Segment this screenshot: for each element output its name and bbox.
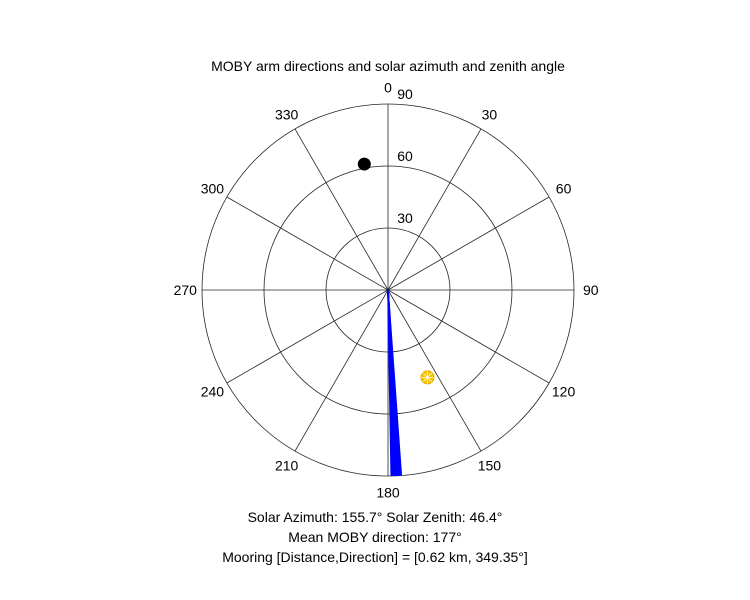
theta-grid-line — [294, 289, 389, 452]
theta-grid-line — [387, 289, 482, 452]
sun-ray — [427, 377, 433, 383]
theta-tick-label: 180 — [376, 485, 400, 501]
theta-grid-line — [387, 289, 550, 384]
polar-grid — [201, 103, 575, 477]
solar-angles-caption: Solar Azimuth: 155.7° Solar Zenith: 46.4… — [247, 509, 503, 525]
chart-title: MOBY arm directions and solar azimuth an… — [211, 58, 565, 74]
theta-grid-line — [226, 289, 389, 384]
theta-tick-labels: 0 30 60 90 120 150 180 210 240 270 300 330 — [174, 79, 599, 500]
mean-moby-direction-caption: Mean MOBY direction: 177° — [288, 529, 462, 545]
theta-tick-label: 120 — [552, 383, 576, 399]
mooring-marker — [357, 157, 371, 171]
radial-tick-label: 30 — [397, 210, 413, 226]
theta-grid-line — [387, 128, 482, 291]
radial-tick-label: 90 — [397, 86, 413, 102]
moby-arm-bundle — [388, 290, 402, 476]
theta-grid-line — [294, 128, 389, 291]
theta-tick-label: 30 — [482, 106, 498, 122]
theta-tick-label: 240 — [201, 383, 225, 399]
theta-tick-label: 210 — [275, 458, 299, 474]
radial-tick-label: 60 — [397, 148, 413, 164]
theta-tick-label: 0 — [384, 79, 392, 95]
theta-grid-line — [387, 196, 550, 291]
sun-ray — [422, 372, 428, 378]
theta-tick-label: 270 — [174, 282, 198, 298]
sun-ray — [422, 377, 428, 383]
theta-tick-label: 60 — [556, 181, 572, 197]
mooring-caption: Mooring [Distance,Direction] = [0.62 km,… — [222, 549, 528, 565]
theta-tick-label: 300 — [201, 181, 225, 197]
radial-tick-labels: 30 60 90 — [397, 86, 413, 226]
theta-tick-label: 150 — [478, 458, 502, 474]
theta-grid-line — [226, 196, 389, 291]
moby-arm-lines — [387, 289, 403, 476]
sun-ray — [427, 372, 433, 378]
theta-tick-label: 90 — [583, 282, 599, 298]
theta-tick-label: 330 — [275, 106, 299, 122]
markers — [357, 157, 435, 385]
